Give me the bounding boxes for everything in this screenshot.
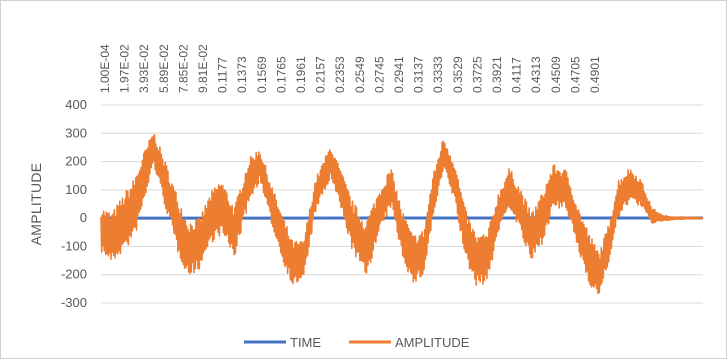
x-tick-label: 0.3529 (451, 56, 465, 93)
x-tick-label: 0.1961 (294, 56, 308, 93)
y-axis-title: AMPLITUDE (28, 163, 44, 246)
x-tick-label: 0.1569 (255, 56, 269, 93)
x-tick-label: 0.2353 (333, 56, 347, 93)
x-tick-label: 0.1373 (235, 56, 249, 93)
x-tick-label: 1.97E-02 (118, 44, 132, 93)
x-tick-label: 0.2549 (353, 56, 367, 93)
x-tick-label: 7.85E-02 (176, 44, 190, 93)
y-tick-label: -200 (61, 267, 87, 282)
x-tick-label: 3.93E-02 (137, 44, 151, 93)
y-tick-label: 0 (80, 210, 87, 225)
x-tick-label: 9.81E-02 (196, 44, 210, 93)
x-tick-label: 0.4509 (549, 56, 563, 93)
series-line-amplitude (100, 134, 704, 295)
y-axis-ticks: -300 -200 -100 0 100 200 300 400 (61, 97, 87, 310)
y-tick-label: 400 (65, 97, 87, 112)
legend-label: AMPLITUDE (395, 335, 470, 350)
x-axis-ticks: 1.00E-04 1.97E-02 3.93E-02 5.89E-02 7.85E-02… (98, 44, 602, 93)
x-tick-label: 0.3137 (412, 56, 426, 93)
x-tick-label: 0.4901 (588, 56, 602, 93)
legend-label: TIME (290, 335, 321, 350)
x-tick-label: 0.4705 (568, 56, 582, 93)
legend: TIME AMPLITUDE (244, 335, 470, 350)
x-tick-label: 0.2941 (392, 56, 406, 93)
x-tick-label: 0.3333 (431, 56, 445, 93)
x-tick-label: 1.00E-04 (98, 44, 112, 93)
y-tick-label: -300 (61, 295, 87, 310)
x-tick-label: 0.2157 (314, 56, 328, 93)
y-tick-label: 100 (65, 182, 87, 197)
x-tick-label: 0.1177 (216, 57, 230, 93)
x-tick-label: 0.4313 (529, 56, 543, 93)
x-tick-label: 0.1765 (274, 56, 288, 93)
x-tick-label: 0.3725 (470, 56, 484, 93)
x-tick-label: 5.89E-02 (157, 44, 171, 93)
x-tick-label: 0.4117 (510, 57, 524, 93)
x-tick-label: 0.2745 (372, 56, 386, 93)
y-tick-label: 300 (65, 125, 87, 140)
x-tick-label: 0.3921 (490, 56, 504, 93)
gridlines (101, 104, 703, 304)
series-layer (100, 134, 704, 295)
y-tick-label: -100 (61, 238, 87, 253)
y-tick-label: 200 (65, 154, 87, 169)
